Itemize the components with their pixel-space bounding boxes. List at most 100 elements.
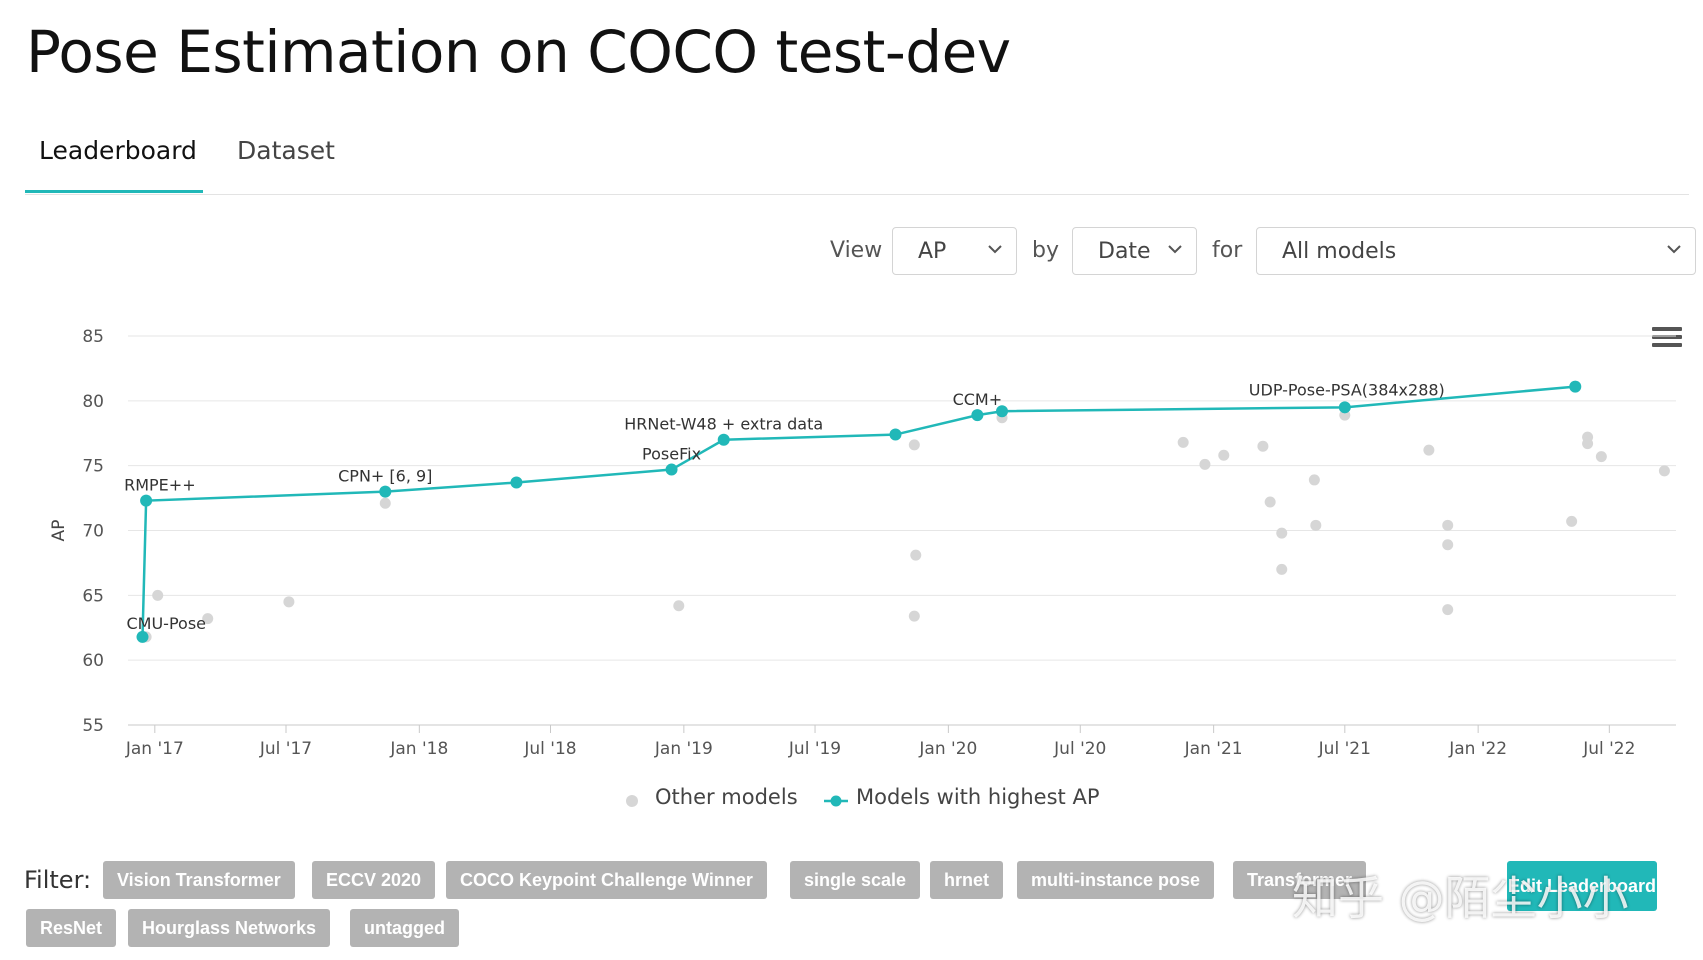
x-tick-label: Jul '19 bbox=[788, 739, 841, 759]
other-model-point[interactable] bbox=[908, 610, 920, 622]
data-label: PoseFix bbox=[642, 445, 701, 464]
y-tick-label: 75 bbox=[82, 457, 104, 477]
leaderboard-chart: 55 60 65 70 75 80 85 AP Jan '17 Jul '17 Jan '18 Jul… bbox=[49, 327, 1676, 759]
x-tick-label: Jan '17 bbox=[125, 739, 184, 759]
legend-highest-ap[interactable]: Models with highest AP bbox=[856, 785, 1100, 809]
other-model-point[interactable] bbox=[1276, 563, 1288, 575]
legend-other-models[interactable]: Other models bbox=[655, 785, 798, 809]
other-model-point[interactable] bbox=[1257, 440, 1269, 452]
models-select-value: All models bbox=[1282, 239, 1397, 264]
best-model-point[interactable] bbox=[971, 409, 984, 422]
chart-menu-icon[interactable] bbox=[1652, 327, 1682, 351]
best-model-point[interactable] bbox=[1569, 380, 1582, 393]
filter-tag-resnet[interactable]: ResNet bbox=[26, 909, 117, 947]
for-label: for bbox=[1212, 238, 1243, 263]
tab-bar: Leaderboard Dataset bbox=[25, 118, 1689, 195]
edit-leaderboard-button[interactable]: Edit Leaderboard bbox=[1507, 861, 1657, 911]
other-model-point[interactable] bbox=[1442, 604, 1454, 616]
legend-best-marker bbox=[824, 795, 848, 807]
data-label: CMU-Pose bbox=[126, 614, 206, 633]
x-tick-label: Jan '19 bbox=[654, 739, 713, 759]
x-tick-label: Jan '18 bbox=[389, 739, 448, 759]
y-tick-label: 55 bbox=[82, 716, 104, 736]
x-tick-label: Jan '20 bbox=[918, 739, 977, 759]
filter-tag-hrnet[interactable]: hrnet bbox=[930, 861, 1003, 899]
y-tick-label: 65 bbox=[82, 586, 104, 606]
best-model-point[interactable] bbox=[510, 476, 523, 489]
best-model-point[interactable] bbox=[1338, 401, 1351, 414]
y-tick-label: 70 bbox=[82, 522, 104, 542]
filter-tag-transformer[interactable]: Transformer bbox=[1233, 861, 1367, 899]
by-select[interactable]: Date bbox=[1072, 227, 1197, 275]
view-select[interactable]: AP bbox=[892, 227, 1017, 275]
by-select-value: Date bbox=[1098, 239, 1151, 264]
filter-tag-vision-transformer[interactable]: Vision Transformer bbox=[103, 861, 295, 899]
filter-tag-coco-keypoint-challenge-winner[interactable]: COCO Keypoint Challenge Winner bbox=[446, 861, 767, 899]
filter-label: Filter: bbox=[24, 866, 92, 894]
other-model-point[interactable] bbox=[1566, 515, 1578, 527]
best-model-point[interactable] bbox=[996, 405, 1009, 418]
x-tick-label: Jul '21 bbox=[1318, 739, 1371, 759]
other-model-point[interactable] bbox=[283, 596, 295, 608]
other-model-point[interactable] bbox=[908, 439, 920, 451]
other-model-point[interactable] bbox=[379, 497, 391, 509]
other-model-point[interactable] bbox=[673, 600, 685, 612]
chevron-down-icon bbox=[988, 245, 1002, 254]
view-label: View bbox=[830, 238, 883, 263]
x-tick-label: Jan '22 bbox=[1448, 739, 1507, 759]
y-tick-label: 80 bbox=[82, 392, 104, 412]
active-tab-indicator bbox=[25, 190, 203, 193]
filter-tag-hourglass-networks[interactable]: Hourglass Networks bbox=[128, 909, 331, 947]
view-select-value: AP bbox=[918, 239, 947, 264]
other-model-point[interactable] bbox=[1582, 438, 1594, 450]
data-label: UDP-Pose-PSA(384x288) bbox=[1249, 380, 1445, 399]
other-model-point[interactable] bbox=[1442, 519, 1454, 531]
models-select[interactable]: All models bbox=[1256, 227, 1696, 275]
other-model-point[interactable] bbox=[1595, 451, 1607, 463]
y-tick-label: 85 bbox=[82, 327, 104, 347]
other-model-point[interactable] bbox=[1218, 449, 1230, 461]
other-model-point[interactable] bbox=[152, 589, 164, 601]
other-model-point[interactable] bbox=[910, 549, 922, 561]
x-tick-label: Jul '17 bbox=[259, 739, 312, 759]
other-model-point[interactable] bbox=[1264, 496, 1276, 508]
filter-tag-eccv-2020[interactable]: ECCV 2020 bbox=[312, 861, 436, 899]
tab-leaderboard[interactable]: Leaderboard bbox=[39, 136, 197, 165]
best-model-point[interactable] bbox=[889, 428, 902, 441]
x-tick-label: Jan '21 bbox=[1184, 739, 1243, 759]
chevron-down-icon bbox=[1168, 245, 1182, 254]
best-model-point[interactable] bbox=[717, 433, 730, 446]
watermark: 知乎 @陌尘小小 bbox=[1292, 871, 1629, 925]
filter-tag-single-scale[interactable]: single scale bbox=[790, 861, 921, 899]
x-tick-label: Jul '18 bbox=[523, 739, 576, 759]
other-model-point[interactable] bbox=[1442, 539, 1454, 551]
best-model-point[interactable] bbox=[140, 494, 153, 507]
data-label: CCM+ bbox=[953, 390, 1003, 409]
page-title: Pose Estimation on COCO test-dev bbox=[26, 18, 1011, 86]
best-ap-line bbox=[141, 385, 1576, 637]
tab-dataset[interactable]: Dataset bbox=[237, 136, 335, 165]
other-model-point[interactable] bbox=[1658, 465, 1670, 477]
best-model-point[interactable] bbox=[665, 463, 678, 476]
other-model-point[interactable] bbox=[1308, 474, 1320, 486]
x-tick-label: Jul '22 bbox=[1582, 739, 1635, 759]
best-model-point[interactable] bbox=[136, 630, 149, 643]
other-model-point[interactable] bbox=[1276, 527, 1288, 539]
data-label: HRNet-W48 + extra data bbox=[624, 415, 823, 434]
other-model-point[interactable] bbox=[202, 613, 214, 625]
legend-other-marker bbox=[626, 795, 638, 807]
y-tick-label: 60 bbox=[82, 651, 104, 671]
data-label: RMPE++ bbox=[124, 476, 196, 495]
x-tick-label: Jul '20 bbox=[1053, 739, 1106, 759]
filter-tag-multi-instance-pose[interactable]: multi-instance pose bbox=[1017, 861, 1215, 899]
other-model-point[interactable] bbox=[1199, 458, 1211, 470]
data-label: CPN+ [6, 9] bbox=[338, 467, 432, 486]
y-axis-label: AP bbox=[49, 520, 69, 542]
other-model-point[interactable] bbox=[1423, 444, 1435, 456]
other-model-point[interactable] bbox=[1310, 519, 1322, 531]
other-model-point[interactable] bbox=[1177, 436, 1189, 448]
by-label: by bbox=[1032, 238, 1059, 263]
best-model-point[interactable] bbox=[379, 485, 392, 498]
chevron-down-icon bbox=[1667, 245, 1681, 254]
filter-tag-untagged[interactable]: untagged bbox=[350, 909, 459, 947]
